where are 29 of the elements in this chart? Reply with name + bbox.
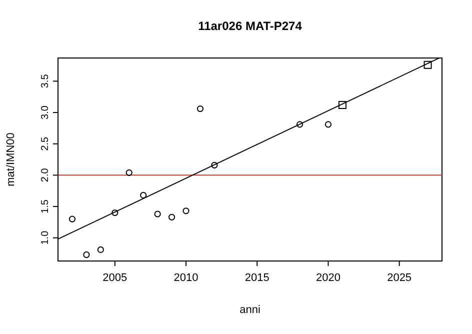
point [97,246,104,254]
point [338,100,346,109]
point [296,121,304,128]
point [182,208,190,214]
point [324,121,332,128]
point [211,162,218,168]
x-tick-label: 2005 [102,272,128,284]
y-tick-label: 3.0 [40,105,51,120]
point [126,169,132,176]
point [168,214,176,220]
y-tick-label: 2.0 [40,168,51,182]
point [68,216,76,222]
y-tick-label: 1.5 [40,199,51,214]
y-tick-label: 3.5 [40,74,51,88]
point [196,105,204,112]
y-tick-label: 1.0 [40,230,51,245]
point [424,60,432,69]
point [140,192,147,199]
point [112,209,118,216]
y-axis-title: mat/IMN00 [5,132,17,186]
x-axis-title: anni [240,304,260,316]
point [83,251,90,258]
point [154,210,161,218]
y-tick-label: 2.5 [40,136,51,151]
x-tick-label: 2015 [244,272,270,284]
x-tick-label: 2010 [174,272,198,284]
x-tick-label: 2025 [387,272,412,284]
x-tick-label: 2020 [316,272,340,284]
chart-title: 11ar026 MAT-P274 [198,19,302,33]
